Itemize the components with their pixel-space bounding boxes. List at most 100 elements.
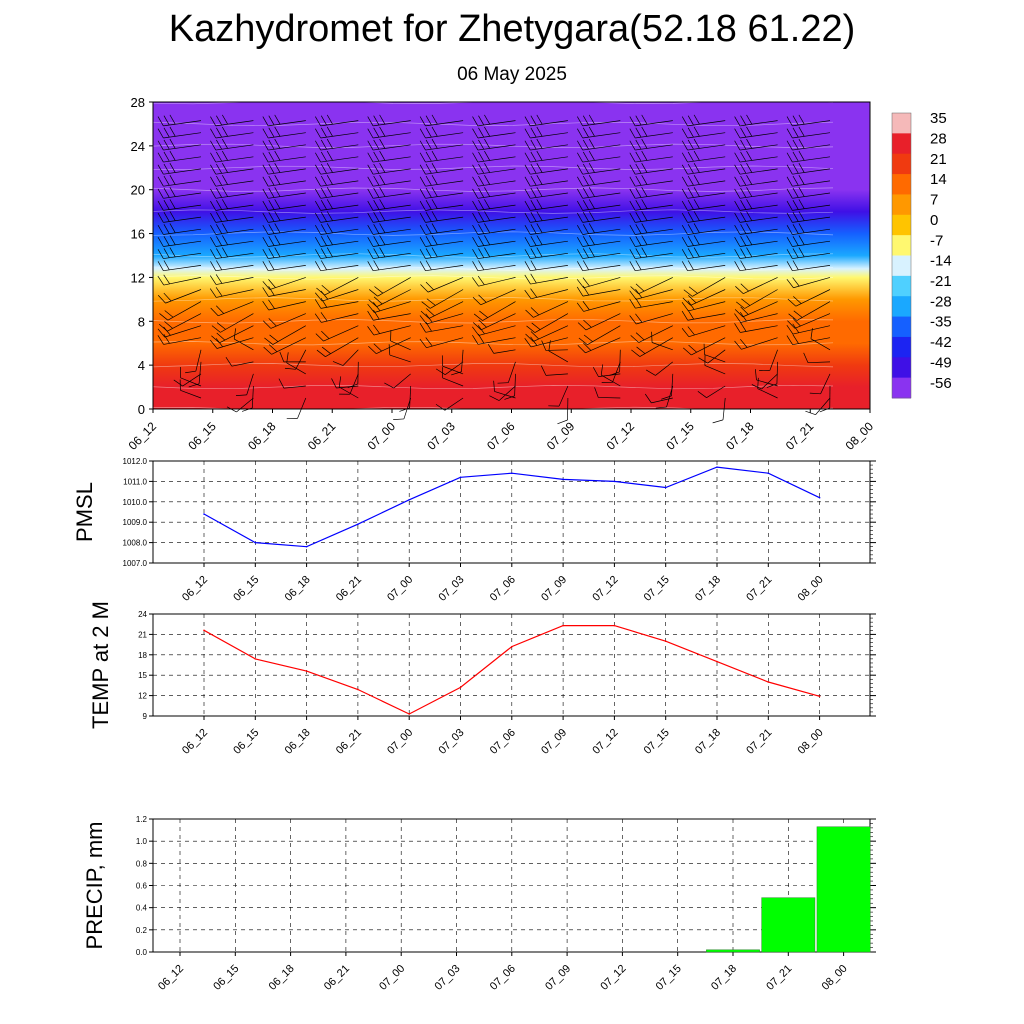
wind-barb	[367, 150, 411, 163]
wind-barb	[734, 301, 778, 318]
wind-barb	[734, 114, 778, 127]
data-point	[254, 541, 257, 544]
wind-barb	[210, 126, 254, 139]
wind-barb	[472, 247, 516, 259]
y-tick-label: 12	[131, 270, 145, 285]
wind-barb	[524, 199, 568, 211]
wind-barb	[315, 162, 359, 175]
wind-barb	[734, 322, 778, 333]
wind-barb	[157, 150, 202, 163]
wind-barb	[472, 199, 516, 211]
isoline	[152, 209, 834, 214]
wind-barb	[681, 325, 726, 338]
wind-barb	[390, 330, 411, 351]
data-point	[511, 645, 513, 648]
wind-barb	[369, 277, 411, 297]
wind-barb	[367, 174, 411, 187]
wind-barb	[629, 187, 673, 199]
colorbar-swatch	[892, 113, 911, 134]
data-point	[357, 523, 359, 526]
wind-barb	[315, 211, 359, 223]
wind-barb	[315, 150, 359, 163]
wind-barb	[158, 313, 202, 332]
y-tick-label: 0.6	[136, 882, 148, 891]
wind-barb	[734, 174, 778, 187]
x-tick-label: 07_03	[437, 727, 467, 757]
wind-barb	[540, 365, 568, 376]
x-tick-label: 07_09	[539, 574, 569, 604]
x-tick-label: 07_06	[488, 963, 518, 993]
wind-barb	[472, 211, 516, 223]
x-tick-label: 08_00	[820, 963, 850, 993]
wind-barb	[367, 223, 411, 235]
wind-barb	[681, 309, 726, 321]
wind-barb	[577, 235, 621, 247]
x-tick-label: 06_21	[322, 963, 352, 993]
wind-barb	[577, 337, 621, 354]
colorbar-swatch	[892, 235, 911, 256]
data-point	[459, 476, 462, 479]
wind-barb	[315, 223, 359, 235]
x-tick-label: 07_09	[544, 419, 578, 453]
x-tick-label: 08_00	[843, 419, 877, 453]
wind-barb	[489, 385, 516, 401]
wind-barb	[315, 114, 359, 127]
wind-barb	[473, 313, 516, 331]
y-tick-label: 21	[138, 630, 147, 639]
wind-barb	[786, 187, 831, 199]
x-tick-label: 06_12	[180, 727, 210, 757]
x-tick-label: 07_21	[764, 963, 794, 993]
wind-barb	[786, 114, 831, 127]
wind-barb	[734, 162, 778, 175]
wind-barb	[734, 247, 778, 259]
wind-barb	[576, 301, 621, 312]
wind-barb	[262, 211, 306, 223]
data-point	[357, 688, 359, 691]
colorbar-swatch	[892, 153, 911, 175]
isoline	[152, 363, 834, 368]
isoline	[152, 297, 834, 302]
wind-barb	[577, 187, 621, 199]
wind-barb	[487, 343, 516, 354]
wind-barb	[704, 354, 726, 375]
wind-barb	[592, 367, 621, 377]
isoline	[152, 253, 834, 258]
wind-barb	[210, 174, 254, 187]
wind-barb	[314, 298, 359, 309]
precip-bar	[816, 826, 871, 953]
data-point	[203, 629, 205, 632]
wind-barb	[157, 199, 202, 211]
wind-barb	[524, 138, 568, 151]
x-tick-label: 07_03	[424, 419, 458, 453]
data-point	[664, 486, 667, 489]
data-point	[767, 681, 770, 683]
isoline	[152, 384, 834, 390]
isoline	[152, 319, 834, 324]
wind-barb	[524, 187, 568, 199]
x-tick-label: 06_18	[283, 574, 313, 604]
wind-barb	[681, 162, 726, 175]
wind-barb	[630, 277, 673, 295]
data-point	[408, 498, 411, 501]
wind-barb	[367, 260, 411, 272]
y-axis-label: PMSL	[72, 482, 97, 542]
data-point	[818, 695, 821, 698]
wind-barb	[683, 277, 726, 297]
y-tick-label: 12	[138, 692, 147, 701]
data-point	[511, 472, 513, 475]
wind-barb	[209, 274, 254, 285]
wind-barb	[210, 150, 254, 163]
y-tick-label: 1010.0	[123, 498, 148, 507]
x-tick-label: 06_12	[156, 963, 186, 993]
wind-barb	[262, 199, 306, 211]
wind-barb	[262, 126, 306, 139]
y-axis-label: TEMP at 2 M	[88, 601, 113, 729]
wind-barb	[419, 337, 464, 349]
x-tick-label: 06_12	[180, 574, 210, 604]
wind-barb	[472, 126, 516, 139]
wind-barb	[497, 361, 516, 384]
wind-barb	[645, 361, 674, 376]
wind-barb	[681, 247, 726, 259]
colorbar-label: -21	[930, 273, 952, 290]
wind-barb	[262, 299, 306, 311]
